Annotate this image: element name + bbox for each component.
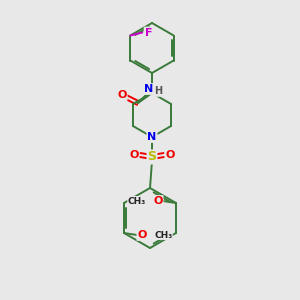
Text: F: F	[145, 28, 152, 38]
Text: S: S	[148, 151, 157, 164]
Text: O: O	[117, 90, 127, 100]
Text: O: O	[153, 196, 163, 206]
Text: CH₃: CH₃	[154, 230, 172, 239]
Text: O: O	[165, 150, 175, 160]
Text: O: O	[137, 230, 147, 240]
Text: O: O	[129, 150, 139, 160]
Text: CH₃: CH₃	[128, 196, 146, 206]
Text: H: H	[154, 86, 162, 96]
Text: N: N	[147, 132, 157, 142]
Text: N: N	[144, 84, 154, 94]
